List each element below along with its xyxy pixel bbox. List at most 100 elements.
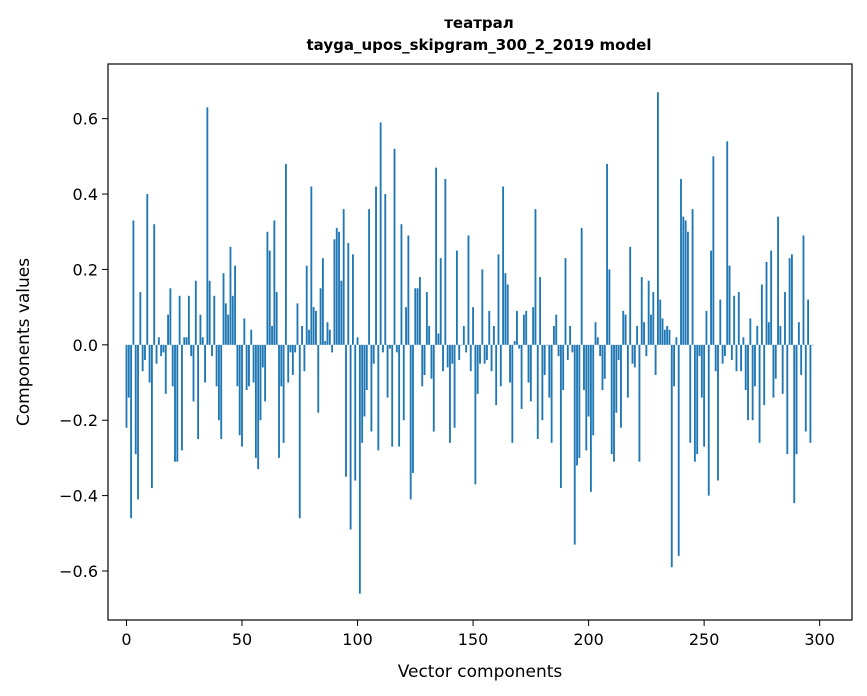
bar-193 <box>571 344 574 353</box>
bar-78 <box>305 265 308 345</box>
bar-45 <box>229 246 232 345</box>
bar-292 <box>800 344 803 375</box>
bar-169 <box>516 310 518 345</box>
bar-139 <box>446 344 449 368</box>
bar-182 <box>546 344 548 346</box>
bar-148 <box>467 235 470 345</box>
bar-177 <box>534 209 537 345</box>
x-tick-label: 100 <box>342 630 373 649</box>
y-tick-label: 0.6 <box>73 110 98 129</box>
bar-99 <box>354 344 357 481</box>
bar-173 <box>525 310 528 345</box>
bar-208 <box>606 163 609 345</box>
bar-189 <box>562 344 565 391</box>
bar-242 <box>684 220 687 345</box>
bar-79 <box>308 329 310 345</box>
bar-26 <box>185 337 188 345</box>
bar-81 <box>312 307 315 345</box>
bar-238 <box>675 337 678 345</box>
bar-151 <box>474 344 477 485</box>
bar-246 <box>693 344 696 462</box>
bar-103 <box>363 344 366 417</box>
bar-202 <box>592 344 595 436</box>
bar-262 <box>730 344 733 360</box>
bar-74 <box>296 303 299 345</box>
bar-111 <box>382 344 384 353</box>
bar-115 <box>391 344 394 447</box>
bar-222 <box>638 344 641 462</box>
bar-156 <box>486 344 488 360</box>
bar-296 <box>809 344 812 443</box>
bar-57 <box>257 344 260 470</box>
bar-147 <box>465 344 468 353</box>
bar-243 <box>687 231 689 345</box>
bar-6 <box>139 292 142 345</box>
y-tick-label: −0.6 <box>59 562 98 581</box>
bar-69 <box>284 163 287 345</box>
bar-271 <box>751 344 754 421</box>
bar-9 <box>146 194 149 345</box>
bar-259 <box>724 344 726 357</box>
bar-240 <box>680 178 682 345</box>
bar-98 <box>352 254 354 345</box>
bar-171 <box>520 344 523 409</box>
bar-53 <box>248 344 250 387</box>
bar-213 <box>617 344 620 360</box>
bar-125 <box>414 288 417 345</box>
x-tick-label: 0 <box>121 630 131 649</box>
bar-11 <box>150 344 153 489</box>
bar-38 <box>213 295 216 345</box>
bar-174 <box>527 344 530 383</box>
x-axis-ticks: 0 50 100 150 200 250 300 <box>121 620 835 649</box>
x-tick-label: 150 <box>458 630 489 649</box>
bar-127 <box>419 276 421 345</box>
bar-61 <box>266 231 269 345</box>
bar-48 <box>236 344 239 387</box>
bar-161 <box>497 254 500 345</box>
y-axis-label: Components values <box>14 258 34 426</box>
bar-88 <box>328 329 331 345</box>
bar-46 <box>231 295 234 345</box>
bar-19 <box>169 288 172 345</box>
bar-92 <box>338 231 340 345</box>
y-axis-ticks: −0.6 −0.4 −0.2 0.0 0.2 0.4 0.6 <box>59 110 108 581</box>
bar-192 <box>569 325 572 345</box>
y-tick-label: 0.0 <box>73 336 98 355</box>
bar-47 <box>234 265 237 345</box>
bar-266 <box>740 344 743 372</box>
bar-101 <box>358 344 361 594</box>
bar-251 <box>705 310 708 345</box>
bar-255 <box>714 344 717 372</box>
bar-14 <box>157 337 160 345</box>
bar-84 <box>319 288 322 345</box>
bar-196 <box>578 344 581 458</box>
bar-31 <box>197 344 200 440</box>
bar-122 <box>407 235 410 345</box>
bar-43 <box>224 303 227 345</box>
bar-130 <box>425 292 428 345</box>
bar-36 <box>208 280 211 345</box>
bar-149 <box>469 344 472 372</box>
bar-142 <box>453 344 456 428</box>
bar-131 <box>428 325 431 345</box>
bar-15 <box>160 344 163 357</box>
bar-66 <box>278 344 280 458</box>
bar-228 <box>652 292 655 345</box>
bar-123 <box>409 344 412 500</box>
bar-170 <box>518 344 521 349</box>
bar-33 <box>201 337 204 345</box>
bar-83 <box>317 344 320 413</box>
bar-4 <box>134 344 137 455</box>
bar-146 <box>462 325 465 345</box>
bar-254 <box>712 156 715 345</box>
bar-152 <box>476 344 479 394</box>
bar-23 <box>178 295 181 345</box>
bar-204 <box>596 337 599 345</box>
bar-87 <box>326 322 329 345</box>
bar-215 <box>622 310 625 345</box>
bar-7 <box>141 344 144 372</box>
bar-86 <box>324 341 327 345</box>
bar-211 <box>613 344 615 462</box>
chart-subtitle: tayga_upos_skipgram_300_2_2019 model <box>307 36 652 54</box>
bar-267 <box>742 337 745 345</box>
